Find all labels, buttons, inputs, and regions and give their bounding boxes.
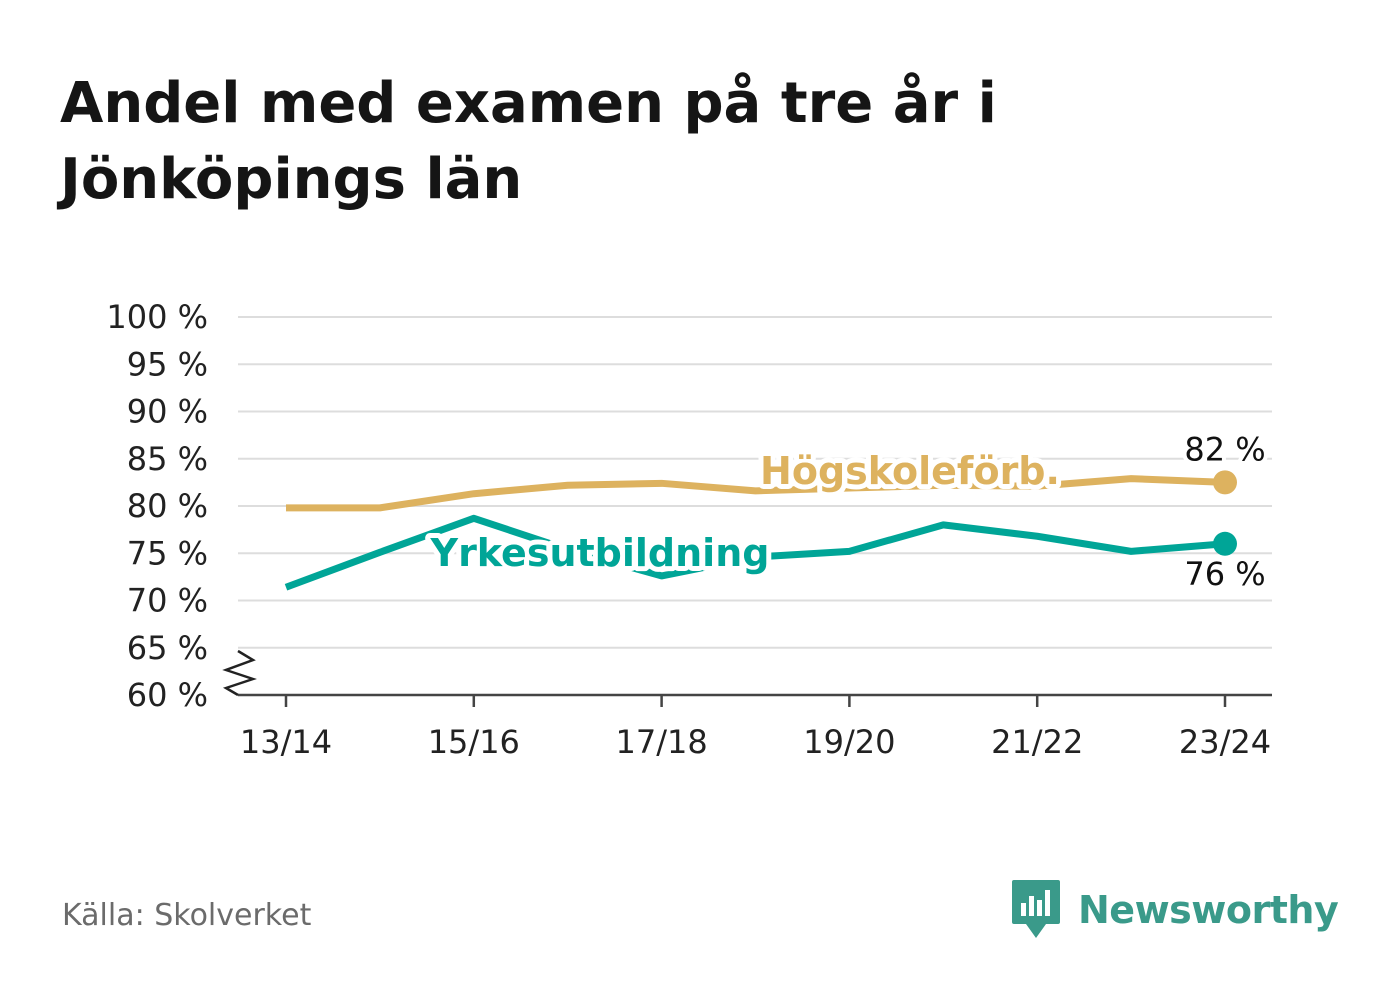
y-axis-break-symbol — [222, 649, 257, 697]
y-axis-tick-labels: 60 % 65 % 70 % 75 % 80 % 85 % 90 % 95 % 100 % — [106, 298, 208, 714]
brand-logo[interactable]: Newsworthy — [1010, 878, 1339, 942]
y-tick-label-85: 85 % — [127, 440, 208, 478]
y-tick-label-80: 80 % — [127, 487, 208, 525]
x-axis — [222, 649, 1272, 707]
x-tick-label-23-24: 23/24 — [1179, 723, 1271, 761]
x-tick-label-13-14: 13/14 — [240, 723, 332, 761]
gridlines — [238, 316, 1272, 649]
y-tick-label-65: 65 % — [127, 629, 208, 667]
y-tick-label-60: 60 % — [127, 676, 208, 714]
series-line-hogskoleforb — [286, 475, 1226, 512]
x-tick-label-21-22: 21/22 — [991, 723, 1083, 761]
series-labels: Högskoleförb. Yrkesutbildning 82 % 76 % — [425, 426, 1270, 596]
y-tick-label-90: 90 % — [127, 393, 208, 431]
y-tick-label-75: 75 % — [127, 534, 208, 572]
series-line-yrkesutbildning — [284, 514, 1226, 591]
end-point-yrkesutbildning — [1213, 531, 1237, 556]
chart-title: Andel med examen på tre år i Jönköpings … — [60, 71, 997, 212]
y-tick-label-100: 100 % — [106, 298, 208, 336]
x-tick-label-15-16: 15/16 — [428, 723, 520, 761]
source-note: Källa: Skolverket — [62, 898, 312, 933]
y-tick-label-70: 70 % — [127, 582, 208, 620]
newsworthy-logo-icon — [1012, 880, 1060, 938]
series-label-hogskoleforb: Högskoleförb. — [760, 449, 1060, 493]
x-tick-label-17-18: 17/18 — [615, 723, 707, 761]
end-value-label-yrkesutbildning: 76 % — [1184, 555, 1265, 593]
x-axis-tick-labels: 13/14 15/16 17/18 19/20 21/22 23/24 — [240, 723, 1271, 761]
brand-name: Newsworthy — [1078, 888, 1339, 932]
series-label-yrkesutbildning: Yrkesutbildning — [430, 531, 770, 575]
end-value-label-hogskoleforb: 82 % — [1184, 430, 1265, 468]
end-point-hogskoleforb — [1213, 470, 1237, 495]
y-tick-label-95: 95 % — [127, 345, 208, 383]
series-lines — [284, 470, 1237, 591]
x-tick-label-19-20: 19/20 — [803, 723, 895, 761]
